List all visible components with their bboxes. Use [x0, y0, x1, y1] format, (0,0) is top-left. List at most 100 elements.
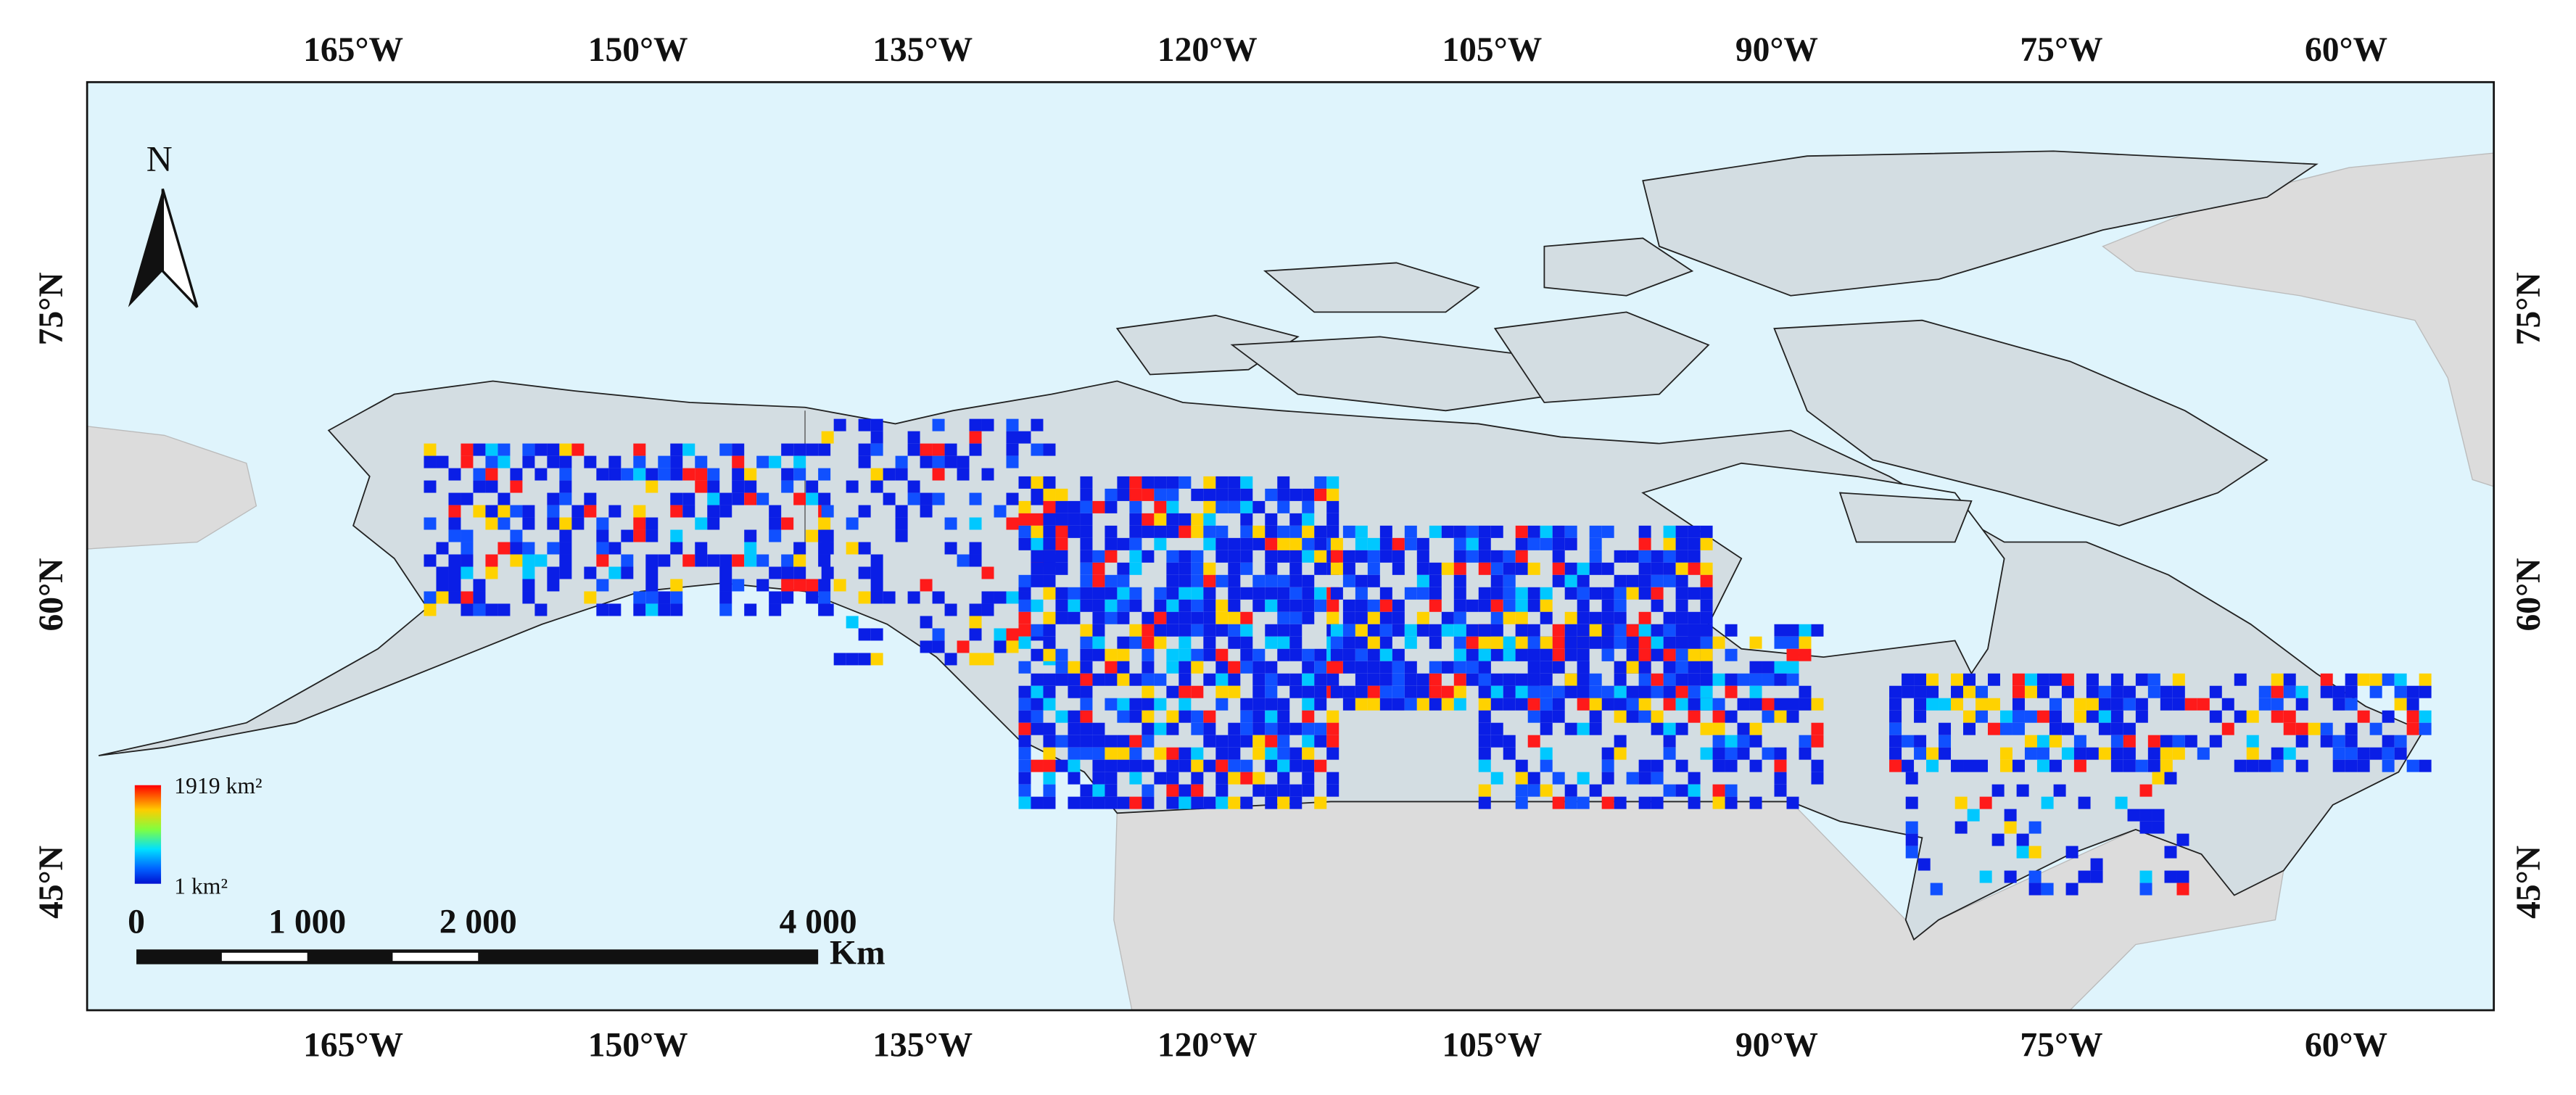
grid-cell	[818, 492, 831, 505]
grid-cell	[2332, 698, 2345, 711]
grid-cell	[2246, 735, 2259, 748]
grid-cell	[1265, 796, 1278, 809]
grid-cell	[1240, 550, 1253, 563]
grid-cell	[1018, 525, 1031, 538]
grid-cell	[1092, 784, 1105, 797]
grid-cell	[621, 566, 634, 579]
grid-cell	[1342, 698, 1355, 711]
grid-cell	[846, 480, 859, 493]
grid-cell	[1228, 747, 1241, 760]
grid-cell	[1515, 796, 1528, 809]
grid-cell	[1166, 599, 1179, 612]
grid-cell	[2147, 735, 2160, 748]
grid-cell	[1663, 537, 1676, 550]
grid-cell	[2065, 883, 2078, 896]
grid-cell	[1712, 698, 1725, 711]
grid-cell	[1043, 587, 1056, 600]
grid-cell	[1651, 562, 1664, 575]
grid-cell	[1564, 648, 1577, 661]
grid-cell	[1178, 599, 1192, 612]
grid-cell	[2110, 710, 2123, 723]
grid-cell	[547, 579, 560, 592]
grid-cell	[1092, 648, 1105, 661]
grid-cell	[1392, 550, 1405, 563]
grid-cell	[1688, 611, 1701, 624]
grid-cell	[1018, 710, 1031, 723]
grid-cell	[2357, 759, 2370, 772]
grid-cell	[1203, 624, 1216, 637]
grid-cell	[1092, 796, 1105, 809]
grid-cell	[1564, 722, 1577, 735]
grid-cell	[1392, 562, 1405, 575]
grid-cell	[1043, 759, 1056, 772]
grid-cell	[1355, 599, 1368, 612]
grid-cell	[2394, 698, 2407, 711]
grid-cell	[1154, 500, 1167, 513]
grid-cell	[559, 529, 572, 542]
grid-cell	[2024, 735, 2037, 748]
grid-cell	[1979, 870, 1992, 883]
grid-cell	[1799, 698, 1812, 711]
grid-cell	[1392, 685, 1405, 698]
grid-cell	[1178, 476, 1192, 489]
longitude-label-top: 165°W	[303, 31, 403, 69]
grid-cell	[2086, 747, 2099, 760]
grid-cell	[1031, 685, 1044, 698]
grid-cell	[1240, 796, 1253, 809]
grid-cell	[1725, 759, 1738, 772]
grid-cell	[2382, 673, 2395, 686]
grid-cell	[1638, 636, 1651, 649]
grid-cell	[1379, 624, 1392, 637]
grid-cell	[957, 640, 970, 653]
grid-cell	[670, 579, 683, 592]
grid-cell	[2394, 747, 2407, 760]
grid-cell	[1117, 710, 1130, 723]
grid-cell	[1055, 562, 1068, 575]
grid-cell	[1614, 550, 1627, 563]
grid-cell	[2234, 759, 2247, 772]
grid-cell	[1700, 624, 1713, 637]
island	[1493, 311, 1710, 403]
grid-cell	[1527, 599, 1540, 612]
grid-cell	[1228, 611, 1241, 624]
grid-cell	[1926, 698, 1939, 711]
grid-cell	[1975, 759, 1988, 772]
grid-cell	[1129, 562, 1142, 575]
grid-cell	[1926, 673, 1939, 686]
grid-cell	[1043, 636, 1056, 649]
grid-cell	[2123, 698, 2136, 711]
grid-cell	[633, 529, 646, 542]
grid-cell	[1142, 735, 1155, 748]
grid-cell	[969, 443, 982, 456]
grid-cell	[1503, 574, 1516, 587]
grid-cell	[858, 591, 871, 604]
grid-cell	[1166, 574, 1179, 587]
grid-cell	[1626, 550, 1639, 563]
grid-cell	[633, 603, 646, 616]
grid-cell	[2135, 710, 2148, 723]
grid-cell	[1564, 636, 1577, 649]
grid-cell	[2024, 710, 2037, 723]
grid-cell	[719, 443, 732, 456]
grid-cell	[473, 480, 486, 493]
grid-cell	[1055, 537, 1068, 550]
grid-cell	[2036, 685, 2049, 698]
grid-cell	[2345, 735, 2358, 748]
grid-cell	[1478, 722, 1491, 735]
grid-cell	[1191, 747, 1204, 760]
grid-cell	[1302, 488, 1315, 501]
grid-cell	[1700, 636, 1713, 649]
grid-cell	[1166, 710, 1179, 723]
grid-cell	[1552, 648, 1565, 661]
grid-cell	[1675, 574, 1688, 587]
grid-cell	[1117, 636, 1130, 649]
grid-cell	[584, 505, 597, 518]
grid-cell	[1589, 698, 1602, 711]
grid-cell	[944, 443, 957, 456]
grid-cell	[1466, 537, 1479, 550]
grid-cell	[1651, 587, 1664, 600]
grid-cell	[1737, 698, 1750, 711]
grid-cell	[1737, 722, 1750, 735]
legend: 1919 km² 1 km²	[134, 773, 263, 898]
grid-cell	[1018, 476, 1031, 489]
